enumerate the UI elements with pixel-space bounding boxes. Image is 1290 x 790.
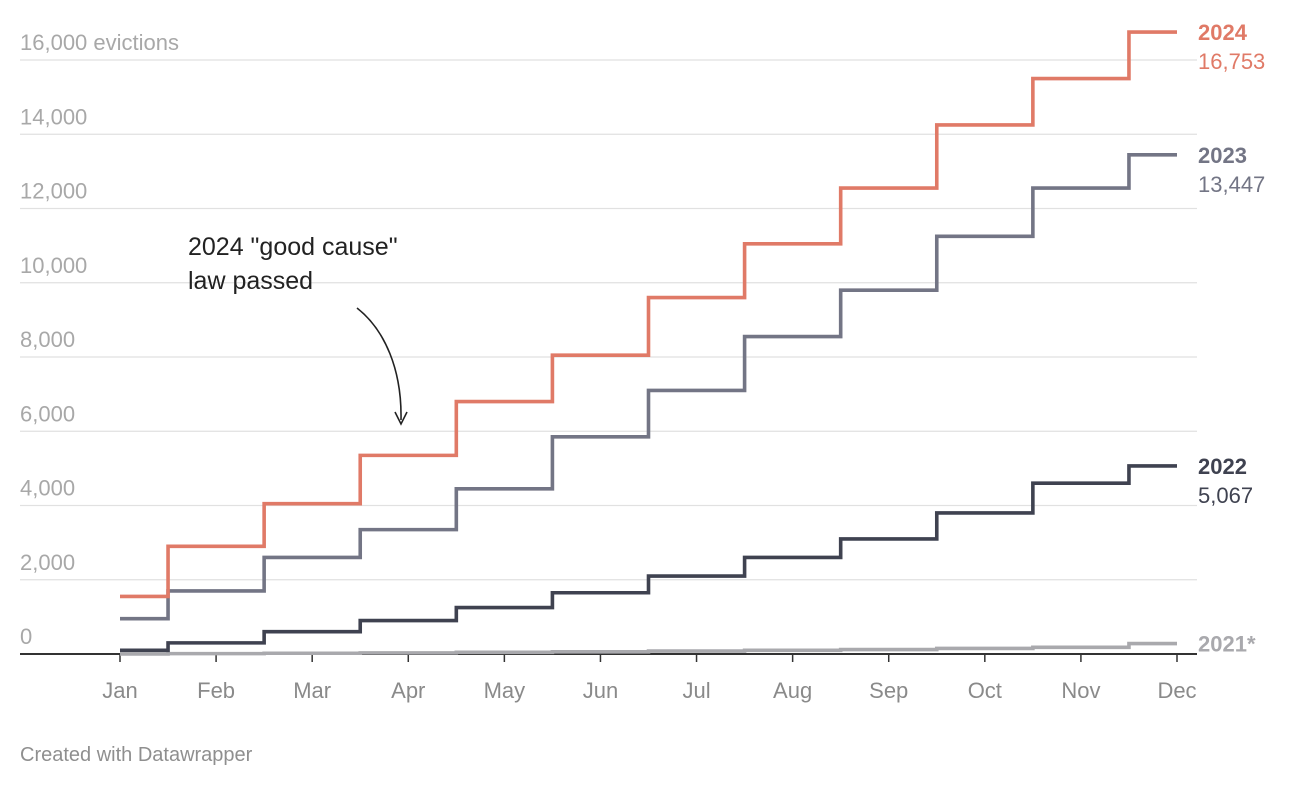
x-tick-label: Oct <box>968 678 1002 703</box>
y-tick-label: 16,000 evictions <box>20 30 179 55</box>
series-label-2023: 2023 <box>1198 143 1247 168</box>
x-axis-ticks: Jan Feb Mar Apr May Jun Jul Aug Sep Oct Nov Dec <box>102 654 1197 703</box>
y-tick-label: 12,000 <box>20 179 87 204</box>
series-value-2023: 13,447 <box>1198 172 1265 197</box>
series-value-2024: 16,753 <box>1198 49 1265 74</box>
y-tick-label: 10,000 <box>20 253 87 278</box>
y-tick-label: 14,000 <box>20 104 87 129</box>
x-tick-label: Mar <box>293 678 331 703</box>
x-tick-label: Jun <box>583 678 618 703</box>
annotation-line-2: law passed <box>188 267 313 295</box>
y-tick-label: 0 <box>20 624 32 649</box>
series-end-labels: 2021* 2022 5,067 2023 13,447 2024 16,753 <box>1198 20 1265 657</box>
series-lines <box>120 30 1177 656</box>
series-line-2023 <box>120 152 1177 621</box>
credit-text: Created with Datawrapper <box>20 744 253 766</box>
x-tick-label: Jul <box>682 678 710 703</box>
annotation: 2024 "good cause" law passed <box>188 233 408 426</box>
x-tick-label: May <box>484 678 526 703</box>
y-tick-label: 6,000 <box>20 401 75 426</box>
series-line-2024 <box>120 30 1177 599</box>
x-tick-label: Jan <box>102 678 137 703</box>
y-tick-label: 4,000 <box>20 476 75 501</box>
y-axis-ticks: 0 2,000 4,000 6,000 8,000 10,000 12,000 14,000 1… <box>20 30 179 649</box>
x-tick-label: Sep <box>869 678 908 703</box>
y-tick-label: 2,000 <box>20 550 75 575</box>
series-value-2022: 5,067 <box>1198 483 1253 508</box>
x-tick-label: Apr <box>391 678 425 703</box>
series-label-2021: 2021* <box>1198 632 1256 657</box>
gridlines <box>20 59 1197 581</box>
series-line-2022 <box>120 464 1177 653</box>
series-label-2024: 2024 <box>1198 20 1248 45</box>
annotation-line-1: 2024 "good cause" <box>188 233 398 261</box>
x-tick-label: Aug <box>773 678 812 703</box>
annotation-arrow-head <box>394 411 408 426</box>
series-line-2021 <box>120 641 1177 656</box>
eviction-step-chart: 0 2,000 4,000 6,000 8,000 10,000 12,000 14,000 1… <box>20 20 1265 703</box>
x-tick-label: Dec <box>1157 678 1196 703</box>
annotation-arrow <box>356 307 402 421</box>
y-tick-label: 8,000 <box>20 327 75 352</box>
x-tick-label: Feb <box>197 678 235 703</box>
x-tick-label: Nov <box>1061 678 1100 703</box>
series-label-2022: 2022 <box>1198 454 1247 479</box>
